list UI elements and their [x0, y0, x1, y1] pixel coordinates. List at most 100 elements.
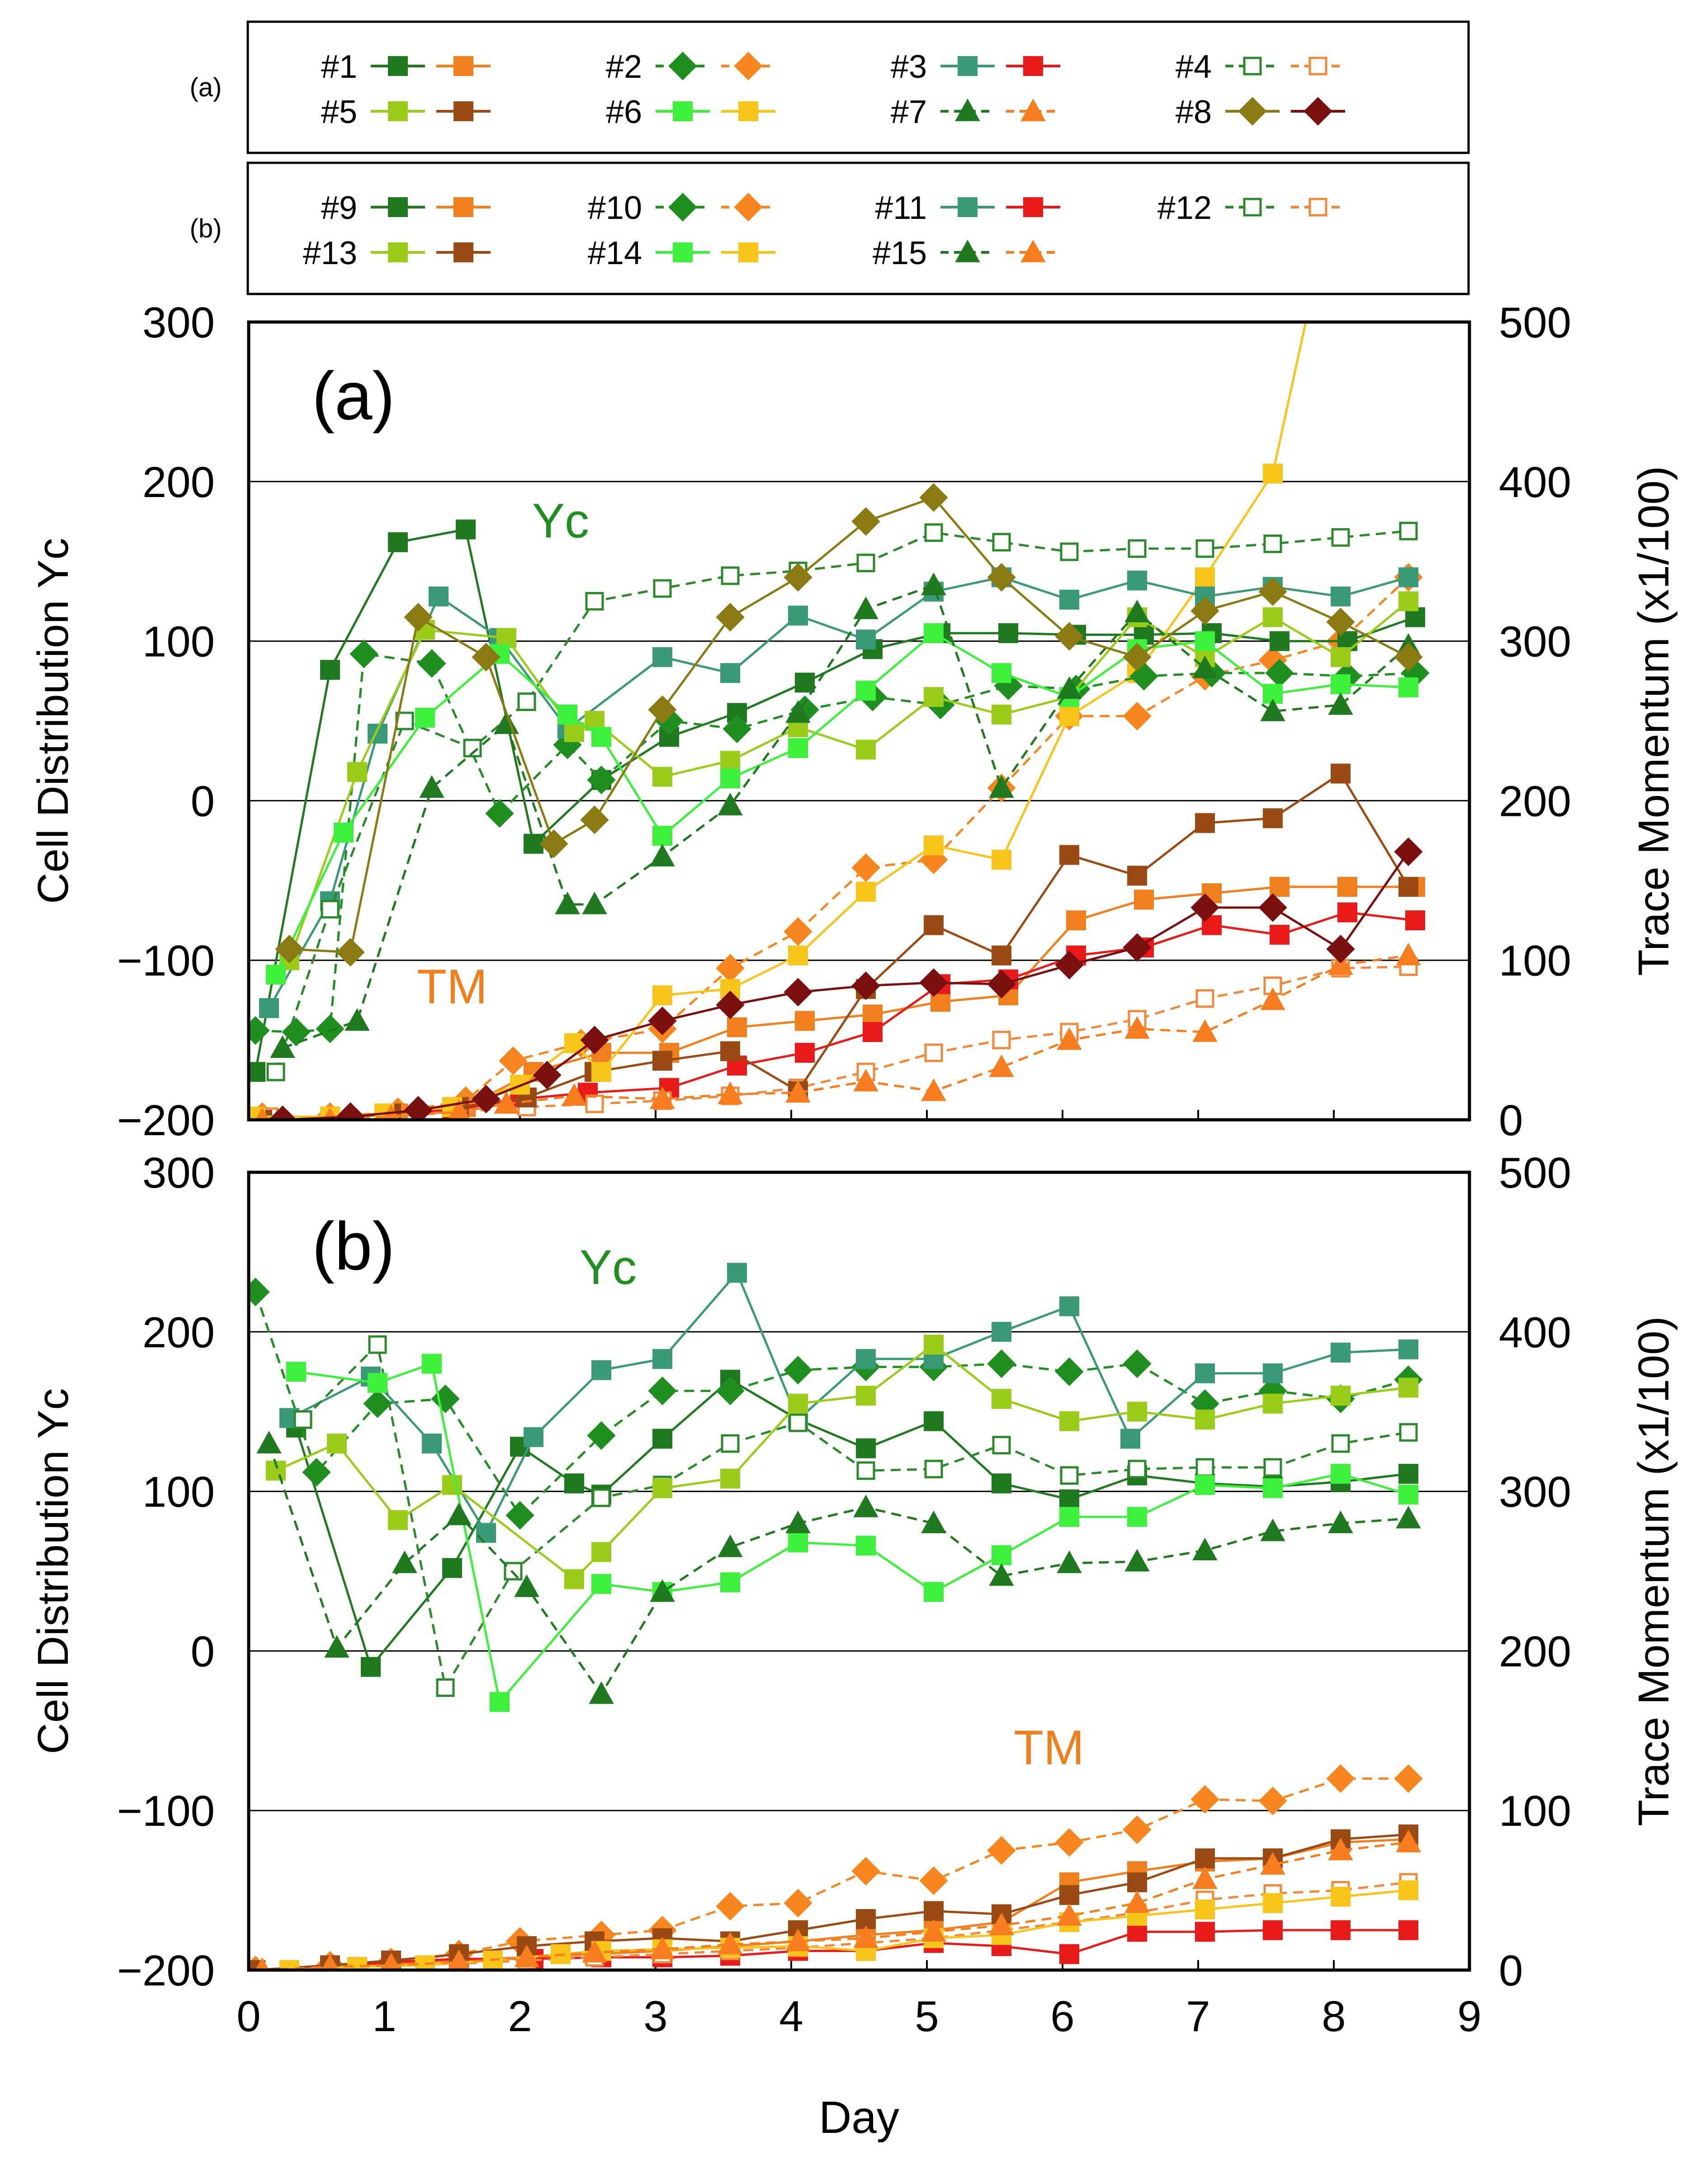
data-point: [1128, 539, 1147, 558]
data-point: [648, 1006, 677, 1035]
series-line: [274, 530, 1409, 1072]
data-point: [1123, 933, 1152, 962]
series-tm-n15: [255, 1829, 1421, 1970]
data-point: [788, 945, 808, 966]
panel-label: (a): [312, 358, 395, 434]
data-point: [592, 1488, 611, 1507]
data-point: [924, 523, 943, 542]
data-point: [363, 1389, 392, 1418]
series-yc-n7: [270, 573, 1421, 1058]
series-line: [262, 954, 1409, 1120]
data-point: [648, 695, 677, 724]
panel-a: −200 −100 0 100 200 300 0 100 200 300 400 500 Cell D…: [29, 298, 1678, 1145]
data-point: [1331, 763, 1351, 784]
data-point: [582, 891, 607, 914]
data-point: [249, 1277, 270, 1307]
data-point: [718, 1534, 743, 1557]
legend-tm-marker: [738, 101, 758, 121]
data-point: [1124, 1016, 1150, 1039]
data-point: [591, 727, 611, 747]
panel-label: (b): [312, 1208, 395, 1284]
data-point: [472, 1085, 501, 1113]
data-point: [1066, 910, 1086, 930]
data-point: [723, 714, 751, 744]
data-point: [422, 1354, 442, 1374]
y2-tick-label: 400: [1499, 458, 1571, 507]
data-point: [785, 1511, 811, 1533]
data-point: [1124, 1549, 1150, 1572]
data-point: [1260, 987, 1285, 1010]
data-point: [585, 1094, 604, 1113]
data-point: [1398, 1880, 1418, 1900]
legend-tm-marker: [1023, 56, 1043, 76]
data-point: [1123, 1815, 1152, 1844]
series-tm-n8: [268, 837, 1423, 1120]
data-point: [784, 1889, 812, 1918]
data-point: [1398, 1484, 1418, 1505]
legend-box: [246, 20, 1470, 154]
legend-yc-marker: [955, 98, 980, 121]
data-point: [1057, 1550, 1082, 1573]
data-point: [652, 767, 672, 787]
data-point: [919, 483, 948, 512]
data-point: [392, 1550, 417, 1573]
legend-entry-label: #7: [891, 94, 927, 130]
data-point: [1057, 1903, 1082, 1926]
data-point: [1120, 1429, 1140, 1449]
data-point: [1127, 1872, 1147, 1892]
data-point: [422, 1433, 442, 1454]
data-point: [1127, 1402, 1147, 1422]
series-yc-n4: [266, 521, 1418, 1081]
data-point: [921, 573, 946, 595]
legend-tm-marker: [1020, 98, 1046, 121]
data-point: [851, 1857, 880, 1886]
data-point: [431, 1384, 460, 1413]
data-point: [716, 990, 745, 1019]
legend-yc-marker: [958, 56, 978, 76]
data-point: [1398, 876, 1418, 897]
data-point: [587, 765, 616, 795]
data-point: [1059, 1885, 1079, 1905]
x-tick-label: 1: [372, 1992, 396, 2041]
data-point: [1328, 952, 1353, 975]
data-point: [650, 843, 675, 867]
data-point: [347, 762, 367, 782]
legend-entry-label: #13: [303, 235, 357, 271]
data-point: [718, 1932, 743, 1955]
data-point: [1195, 813, 1215, 833]
data-point: [716, 603, 745, 632]
data-point: [924, 623, 944, 643]
legend-tm-marker: [453, 242, 473, 262]
data-point: [856, 680, 876, 701]
data-point: [476, 1523, 496, 1543]
data-point: [1123, 1349, 1152, 1379]
data-point: [1195, 1922, 1215, 1942]
data-point: [1331, 586, 1351, 606]
data-point: [924, 835, 944, 856]
data-point: [924, 687, 944, 707]
y-tick-label: 100: [142, 618, 215, 666]
data-point: [788, 1532, 808, 1553]
data-point: [989, 1054, 1014, 1077]
y-tick-label: 200: [142, 1308, 215, 1357]
data-point: [1055, 1357, 1084, 1386]
data-point: [788, 1393, 808, 1414]
data-point: [1195, 567, 1215, 587]
x-tick-label: 0: [236, 1992, 260, 2041]
data-point: [1059, 1296, 1079, 1317]
y2-tick-label: 300: [1499, 1468, 1571, 1516]
data-point: [856, 1349, 876, 1369]
data-point: [1258, 893, 1287, 922]
data-point: [1326, 934, 1355, 964]
legend-yc-marker: [388, 101, 408, 121]
data-point: [1195, 1899, 1215, 1919]
data-point: [1270, 924, 1290, 945]
data-point: [350, 640, 378, 668]
data-point: [924, 1459, 943, 1478]
data-point: [987, 1836, 1016, 1865]
data-point: [989, 1913, 1014, 1936]
data-point: [1398, 1464, 1418, 1484]
data-point: [856, 1438, 876, 1459]
x-axis-title: Day: [819, 2092, 899, 2143]
y-tick-label: −100: [117, 1787, 215, 1835]
